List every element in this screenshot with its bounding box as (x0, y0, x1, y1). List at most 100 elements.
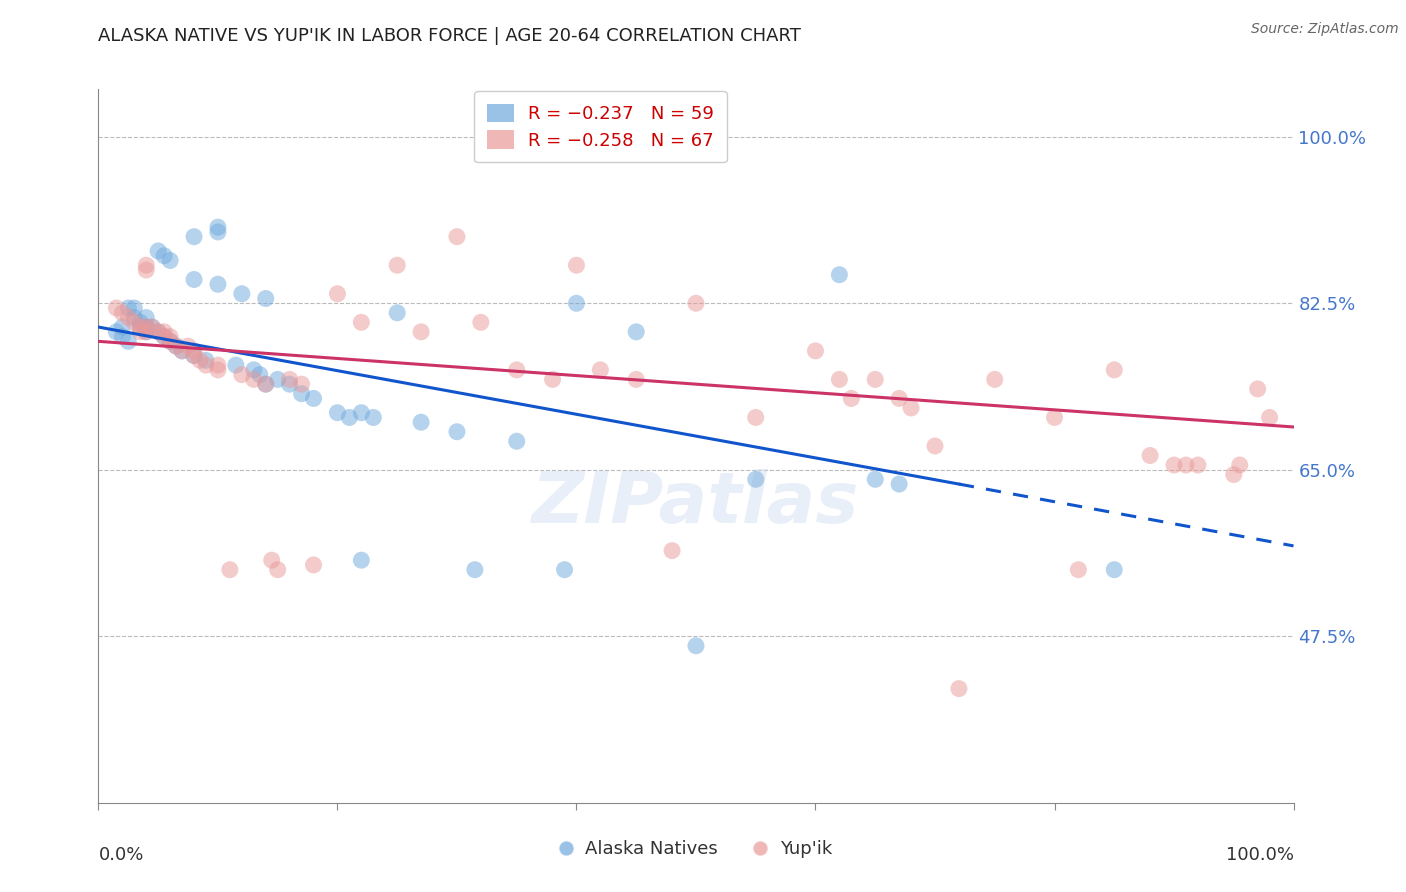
Point (172, 343, 194, 358)
Point (254, 292, 277, 306)
Point (828, 268, 851, 282)
Point (745, 410, 768, 425)
Point (219, 563, 242, 577)
Point (124, 315, 146, 329)
Point (506, 434, 529, 449)
Point (302, 558, 325, 572)
Point (626, 325, 648, 339)
Point (326, 286, 349, 301)
Point (1223, 467, 1246, 482)
Point (1163, 458, 1185, 472)
Point (111, 320, 134, 334)
Text: 100.0%: 100.0% (1226, 846, 1294, 863)
Point (129, 325, 152, 339)
Point (159, 334, 181, 349)
Point (117, 301, 139, 315)
Point (153, 329, 176, 343)
Point (1043, 410, 1066, 425)
Point (565, 296, 588, 310)
Point (350, 553, 373, 567)
Text: Source: ZipAtlas.com: Source: ZipAtlas.com (1251, 22, 1399, 37)
Point (385, 258, 409, 272)
Point (1139, 449, 1161, 463)
Point (464, 563, 486, 577)
Point (141, 320, 163, 334)
Point (948, 681, 970, 696)
Text: 0.0%: 0.0% (98, 846, 143, 863)
Point (841, 392, 863, 406)
Point (278, 372, 301, 386)
Point (129, 320, 152, 334)
Point (506, 363, 529, 377)
Point (231, 368, 253, 382)
Point (254, 377, 277, 392)
Point (135, 325, 157, 339)
Point (254, 377, 277, 392)
Point (924, 439, 946, 453)
Point (135, 258, 157, 272)
Point (685, 296, 707, 310)
Point (135, 310, 157, 325)
Point (260, 553, 283, 567)
Point (267, 563, 290, 577)
Point (172, 343, 194, 358)
Point (153, 325, 176, 339)
Point (207, 225, 229, 239)
Point (865, 472, 887, 486)
Point (326, 406, 349, 420)
Point (446, 425, 468, 439)
Point (1104, 363, 1126, 377)
Point (148, 244, 170, 258)
Point (183, 343, 205, 358)
Point (1187, 458, 1209, 472)
Legend: Alaska Natives, Yup'ik: Alaska Natives, Yup'ik (553, 833, 839, 865)
Point (541, 372, 564, 386)
Point (865, 372, 887, 386)
Point (291, 386, 314, 401)
Point (302, 392, 325, 406)
Point (195, 358, 218, 372)
Point (291, 377, 314, 392)
Point (141, 320, 163, 334)
Point (183, 349, 205, 363)
Point (1229, 458, 1251, 472)
Point (105, 301, 128, 315)
Point (153, 249, 176, 263)
Point (153, 329, 176, 343)
Point (350, 315, 373, 329)
Point (889, 392, 911, 406)
Point (243, 363, 266, 377)
Point (1067, 563, 1090, 577)
Point (278, 377, 301, 392)
Point (565, 258, 588, 272)
Point (984, 372, 1007, 386)
Point (1175, 458, 1198, 472)
Point (745, 472, 768, 486)
Point (1258, 410, 1281, 425)
Point (267, 372, 290, 386)
Point (183, 229, 205, 244)
Point (148, 325, 170, 339)
Point (626, 372, 648, 386)
Point (135, 320, 157, 334)
Point (589, 363, 612, 377)
Point (165, 339, 187, 353)
Point (385, 306, 409, 320)
Point (350, 406, 373, 420)
Point (661, 543, 683, 558)
Point (554, 563, 576, 577)
Point (124, 301, 146, 315)
Point (828, 372, 851, 386)
Point (195, 353, 218, 368)
Point (124, 310, 146, 325)
Point (1104, 563, 1126, 577)
Point (159, 253, 181, 268)
Point (159, 329, 181, 343)
Text: ZIPatlas: ZIPatlas (533, 468, 859, 538)
Point (889, 477, 911, 491)
Point (243, 372, 266, 386)
Point (207, 358, 229, 372)
Point (183, 349, 205, 363)
Y-axis label: In Labor Force | Age 20-64: In Labor Force | Age 20-64 (0, 326, 8, 566)
Point (1247, 382, 1270, 396)
